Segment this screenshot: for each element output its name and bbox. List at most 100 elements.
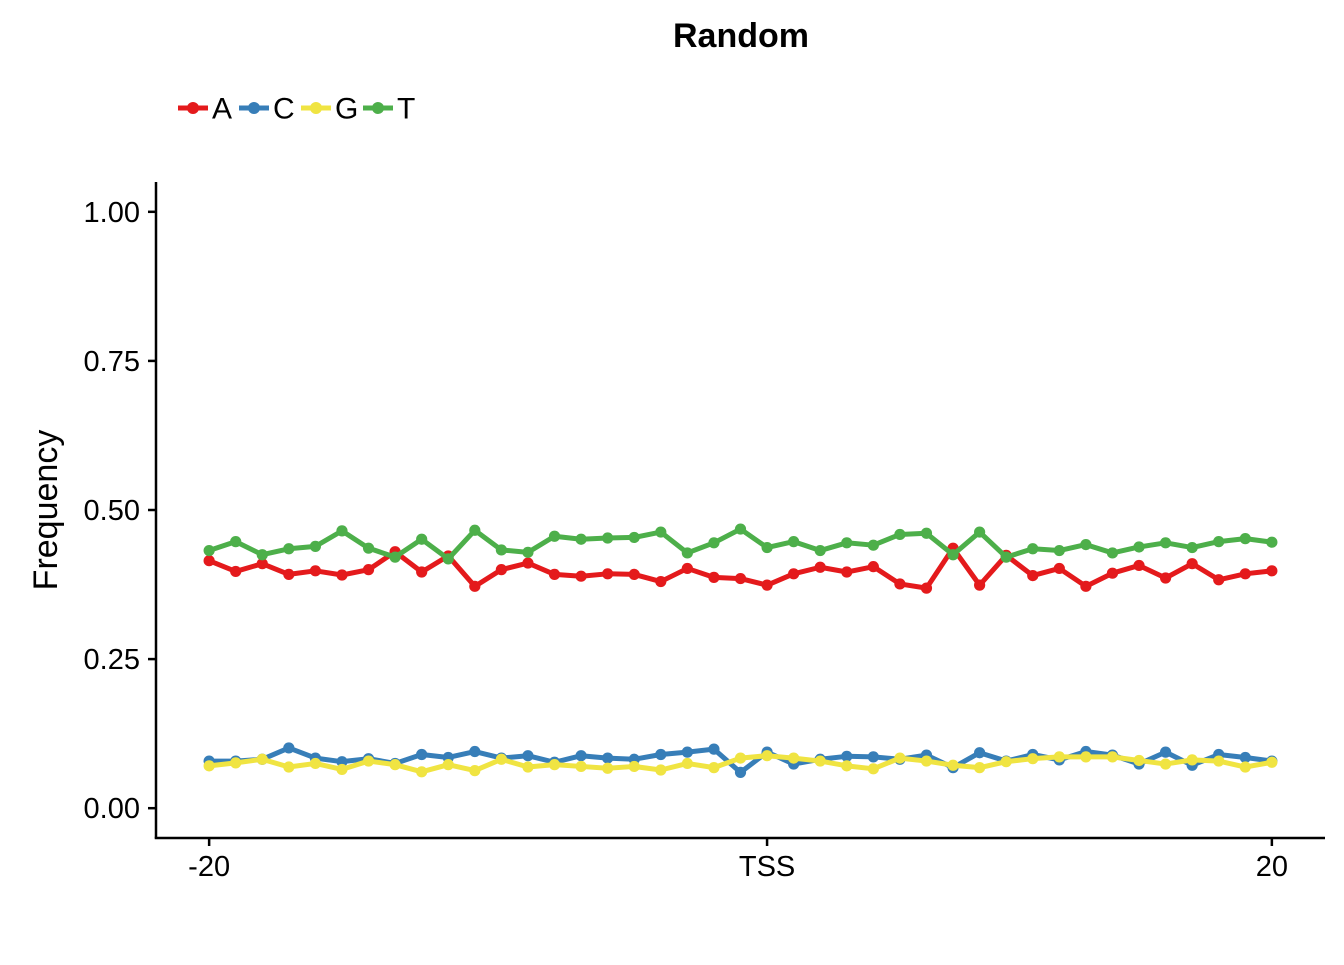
data-point-G--19 [230,757,242,769]
data-point-G--2 [681,757,693,770]
data-point-G-6 [894,752,906,764]
y-tick-label: 0.50 [84,495,140,527]
data-point-G-5 [867,763,879,775]
data-point-A-18 [1213,574,1225,586]
data-point-G--7 [548,759,561,771]
data-point-C-16 [1159,746,1172,758]
data-point-T--20 [203,544,215,557]
legend-label: T [397,93,415,126]
data-point-T--12 [416,533,428,545]
data-point-T-12 [1053,544,1065,557]
data-point-T-18 [1213,536,1225,548]
data-point-T-0 [734,523,747,535]
data-point-T--8 [522,546,534,558]
data-point-A--4 [628,568,640,581]
series-A [203,542,1278,594]
data-point-C--12 [416,748,428,761]
data-point-G--8 [522,761,534,773]
data-point-A-7 [920,582,933,594]
data-point-A-15 [1133,559,1145,572]
data-point-G-9 [974,762,986,774]
data-point-A-2 [788,568,800,580]
data-point-G--18 [256,753,268,765]
data-point-T--16 [309,540,322,552]
x-tick-label: -20 [188,851,230,883]
legend-label: C [273,93,295,126]
legend-key-point [310,102,322,114]
data-point-T-17 [1186,541,1198,554]
data-point-A--12 [416,566,428,578]
data-point-C--10 [469,745,481,758]
data-point-T--17 [283,543,295,555]
data-point-G--13 [389,759,401,771]
data-point-G-15 [1133,754,1145,767]
data-point-T--13 [389,551,401,563]
data-point-A--10 [469,580,481,592]
data-point-T-9 [974,526,986,538]
legend-label: A [212,93,232,126]
data-point-A-6 [894,578,906,590]
data-point-G-10 [1000,756,1012,768]
data-point-T--15 [336,525,348,537]
data-point-T--3 [655,526,667,538]
data-point-T-14 [1106,547,1119,559]
data-point-T--9 [495,544,507,556]
data-point-T--1 [708,537,720,549]
data-point-A-13 [1080,580,1092,592]
data-point-A-9 [974,579,986,591]
data-point-C-4 [841,750,853,762]
legend-item-A: A [178,93,232,126]
legend-key-point [248,102,260,114]
legend-item-C: C [239,93,295,126]
data-point-T-5 [867,539,879,551]
data-point-A-0 [734,572,747,585]
data-point-T--11 [442,553,454,565]
x-tick-label: TSS [739,851,795,883]
data-point-G-13 [1080,751,1092,763]
data-point-G--4 [628,760,640,773]
y-tick-label: 0.00 [84,793,140,825]
data-point-G--3 [655,764,667,776]
data-point-G--11 [442,759,454,771]
data-point-A--5 [602,568,614,580]
data-point-A-14 [1106,567,1119,579]
data-point-T-15 [1133,541,1145,553]
data-point-A--14 [362,564,375,576]
data-point-A--18 [256,558,268,570]
data-point-C--15 [336,756,348,768]
data-point-G--9 [495,753,507,765]
data-point-A--16 [309,565,322,577]
data-point-T-3 [814,544,826,557]
data-point-A--17 [283,568,295,581]
data-point-C-19 [1239,751,1251,764]
legend-key-point [187,102,199,114]
x-ticks: -20 TSS 20 [188,838,1288,883]
data-point-C--17 [283,742,295,754]
data-point-T-11 [1027,543,1039,555]
data-point-T--19 [230,536,242,548]
data-point-C--2 [681,746,693,758]
data-point-G--10 [469,765,481,777]
data-point-C--6 [575,750,587,762]
data-point-T--18 [256,549,268,561]
data-point-T--2 [681,547,693,559]
data-point-A--20 [203,555,215,567]
y-axis-title: Frequency [27,430,65,591]
data-point-G-17 [1186,754,1198,766]
data-point-A--19 [230,565,242,578]
data-point-C--1 [708,743,720,755]
data-point-T--14 [362,542,375,554]
data-point-A-19 [1239,568,1251,580]
data-point-G-18 [1213,755,1225,767]
data-point-A--1 [708,571,720,583]
data-point-G-14 [1106,751,1119,763]
data-point-G--16 [309,757,322,770]
data-point-G-7 [920,755,933,767]
data-point-G-0 [734,752,747,764]
data-point-T-13 [1080,538,1092,551]
data-point-A-5 [867,561,879,573]
data-point-C-9 [974,747,986,759]
